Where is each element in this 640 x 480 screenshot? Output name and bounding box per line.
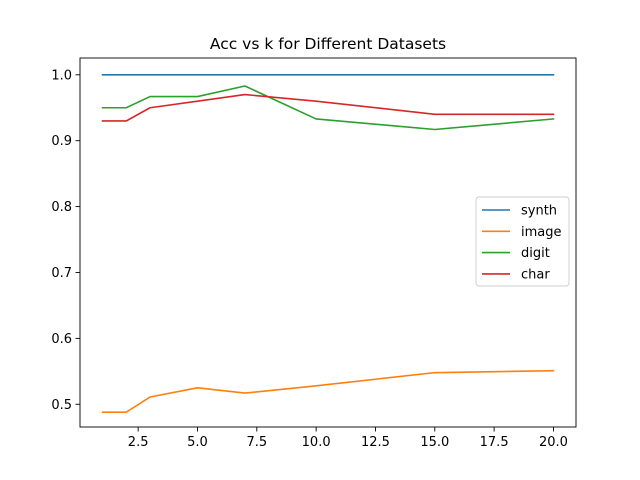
x-tick-label: 15.0 [420,435,449,450]
x-tick-label: 7.5 [246,435,267,450]
y-tick-label: 1.0 [51,68,72,83]
axes-layer: 2.5 5.0 7.5 10.0 12.5 15.0 17.5 20.0 0.5 0.6 0.7 0.… [51,57,577,450]
legend-label-synth: synth [521,204,557,219]
legend-box [475,196,570,287]
x-tick-label: 12.5 [361,435,390,450]
x-tick-label: 17.5 [480,435,509,450]
y-tick-label: 0.5 [51,398,72,413]
series-line-image [101,369,555,413]
y-tick-label: 0.6 [51,332,72,347]
chart-title: Acc vs k for Different Datasets [210,35,446,53]
legend-label-image: image [521,225,562,240]
x-tick-label: 2.5 [128,435,149,450]
legend-label-digit: digit [521,246,550,261]
x-tick-label: 5.0 [187,435,208,450]
x-tick-label: 20.0 [539,435,568,450]
legend: synth image digit char [475,196,570,287]
x-tick-label: 10.0 [302,435,331,450]
series-layer [101,74,555,413]
series-line-digit [101,85,555,131]
y-tick-label: 0.8 [51,200,72,215]
plot-frame [79,57,577,428]
series-line-char [101,93,555,122]
y-tick-label: 0.7 [51,266,72,281]
y-tick-label: 0.9 [51,134,72,149]
legend-label-char: char [521,267,550,282]
